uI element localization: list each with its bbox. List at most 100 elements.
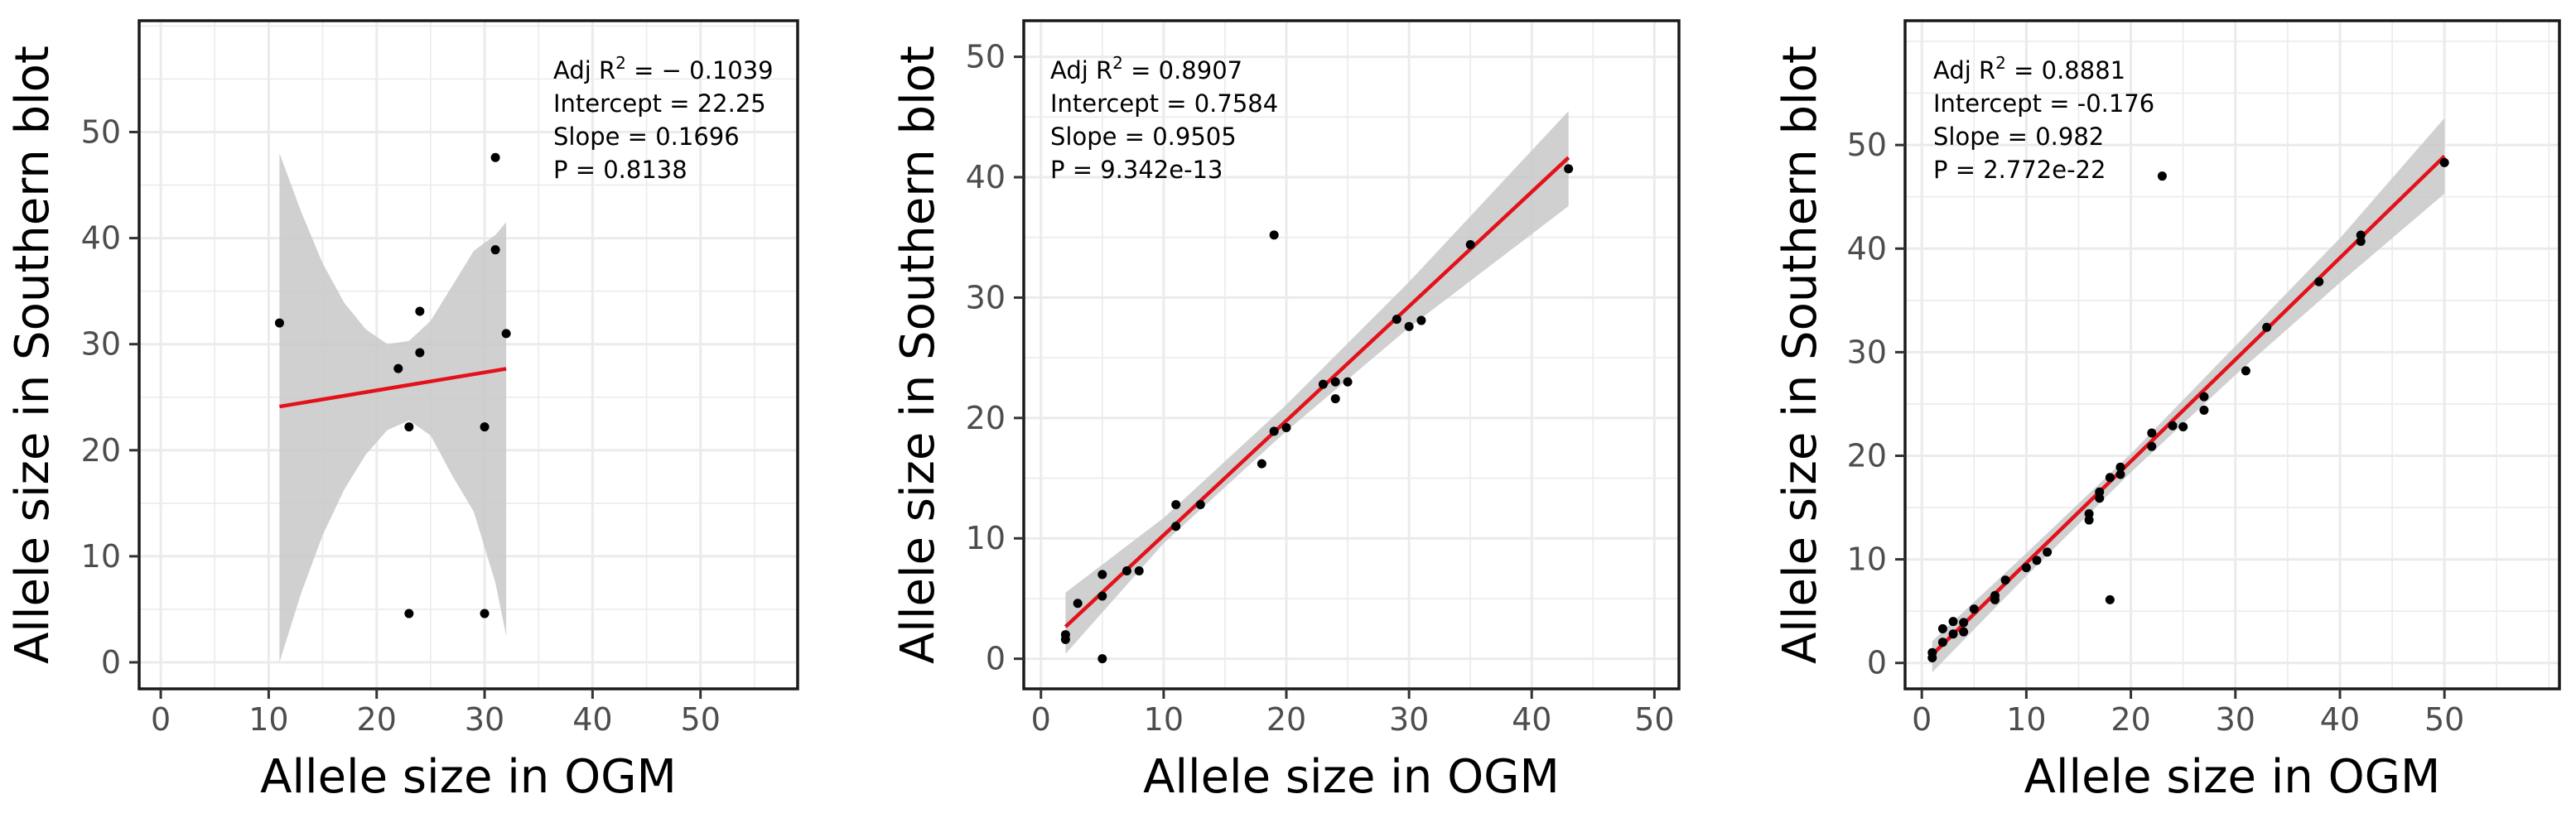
data-point [1097, 654, 1107, 664]
adj-r2-text: Adj R2 = 0.8907 [1050, 53, 1242, 84]
data-point [1122, 566, 1131, 576]
grid [1024, 21, 1679, 689]
x-tick-label: 20 [357, 701, 397, 738]
x-tick-label: 30 [2216, 701, 2255, 738]
data-point [490, 152, 500, 162]
slope-text: Slope = 0.9505 [1050, 123, 1237, 151]
panel-border [137, 19, 799, 690]
x-tick-label: 40 [572, 701, 612, 738]
y-tick-label: 20 [1847, 437, 1887, 474]
y-tick-label: 0 [986, 641, 1006, 677]
data-point [1060, 630, 1070, 640]
data-point [2105, 594, 2115, 604]
data-points [1927, 157, 2449, 662]
panel-3: 0 10 20 30 40 50 0 10 20 30 40 50 Allele size in OGM… [1773, 19, 2561, 804]
data-point [1257, 459, 1266, 469]
adj-r2-text: Adj R2 = 0.8881 [1933, 53, 2125, 84]
data-point [480, 609, 490, 618]
data-point [1330, 394, 1340, 404]
y-axis-title: Allele size in Southern blot [1773, 46, 1827, 664]
y-axis-title: Allele size in Southern blot [6, 46, 60, 664]
data-point [2095, 487, 2105, 497]
data-point [2084, 509, 2094, 519]
axes: 0 10 20 30 40 50 0 10 20 30 40 50 [1847, 127, 2465, 738]
data-point [1330, 377, 1340, 387]
data-point [1318, 379, 1328, 389]
data-point [1171, 500, 1181, 510]
data-point [1416, 315, 1426, 325]
data-point [1937, 638, 1947, 647]
data-points [274, 152, 511, 618]
x-tick-label: 0 [151, 701, 171, 738]
data-point [1404, 321, 1414, 331]
data-point [404, 609, 414, 618]
slope-text: Slope = 0.982 [1933, 123, 2104, 151]
panel-2: 0 10 20 30 40 50 0 10 20 30 40 50 Allele size in OGM… [891, 19, 1681, 804]
y-tick-label: 30 [1847, 334, 1887, 370]
data-point [1269, 426, 1279, 436]
x-tick-label: 50 [681, 701, 721, 738]
data-point [404, 422, 414, 432]
superscript-2: 2 [615, 53, 626, 73]
data-point [2262, 322, 2272, 332]
data-point [415, 306, 425, 316]
data-point [1937, 623, 1947, 633]
x-axis-title: Allele size in OGM [1143, 750, 1560, 804]
data-point [2115, 462, 2125, 472]
superscript-2: 2 [1112, 53, 1123, 73]
data-points [1060, 164, 1574, 664]
x-tick-label: 20 [1266, 701, 1306, 738]
stats-annotation: Adj R2 = 0.8907 Intercept = 0.7584 Slope =… [1050, 53, 1278, 184]
data-point [2021, 563, 2031, 573]
x-tick-label: 20 [2110, 701, 2150, 738]
panel-border [1022, 19, 1681, 690]
data-point [2439, 157, 2449, 167]
regression-line [279, 367, 507, 409]
data-point [1134, 566, 1144, 576]
axes: 0 10 20 30 40 50 0 10 20 30 40 50 [81, 114, 721, 739]
y-tick-label: 50 [966, 39, 1006, 75]
regression-line [1064, 156, 1570, 628]
data-point [2157, 171, 2167, 181]
x-tick-label: 40 [2320, 701, 2360, 738]
data-point [480, 422, 490, 432]
intercept-text: Intercept = -0.176 [1933, 89, 2154, 118]
data-point [2199, 392, 2209, 402]
data-point [1959, 618, 1969, 628]
data-point [1948, 629, 1958, 639]
data-point [2115, 469, 2125, 479]
x-tick-label: 30 [1389, 701, 1429, 738]
data-point [1927, 647, 1937, 657]
y-tick-label: 0 [101, 644, 121, 681]
y-tick-label: 30 [966, 279, 1006, 315]
y-tick-label: 10 [1847, 541, 1887, 578]
data-point [1948, 617, 1958, 627]
y-tick-label: 50 [81, 114, 121, 151]
adj-r2-value: = − 0.1039 [626, 56, 774, 84]
stats-annotation: Adj R2 = 0.8881 Intercept = -0.176 Slope =… [1933, 53, 2154, 184]
adj-r2-text: Adj R2 = − 0.1039 [553, 53, 774, 84]
x-axis-title: Allele size in OGM [260, 750, 677, 804]
data-point [2043, 547, 2053, 557]
data-point [490, 245, 500, 255]
grid [1905, 21, 2559, 689]
data-point [1097, 570, 1107, 580]
adj-r2-label: Adj R [1050, 56, 1112, 84]
data-point [1959, 627, 1969, 637]
data-point [1097, 591, 1107, 601]
confidence-band [1932, 118, 2445, 673]
adj-r2-label: Adj R [1933, 56, 1995, 84]
y-axis-title: Allele size in Southern blot [891, 46, 945, 664]
y-tick-label: 20 [966, 400, 1006, 436]
p-value-text: P = 2.772e-22 [1933, 156, 2106, 184]
data-point [501, 329, 511, 339]
x-tick-label: 0 [1031, 701, 1051, 738]
intercept-text: Intercept = 22.25 [553, 89, 766, 118]
x-tick-label: 10 [2006, 701, 2046, 738]
y-tick-label: 50 [1847, 127, 1887, 163]
data-point [2032, 556, 2042, 565]
data-point [2356, 230, 2366, 240]
data-point [2199, 405, 2209, 415]
y-tick-label: 10 [81, 538, 121, 575]
intercept-text: Intercept = 0.7584 [1050, 89, 1278, 118]
